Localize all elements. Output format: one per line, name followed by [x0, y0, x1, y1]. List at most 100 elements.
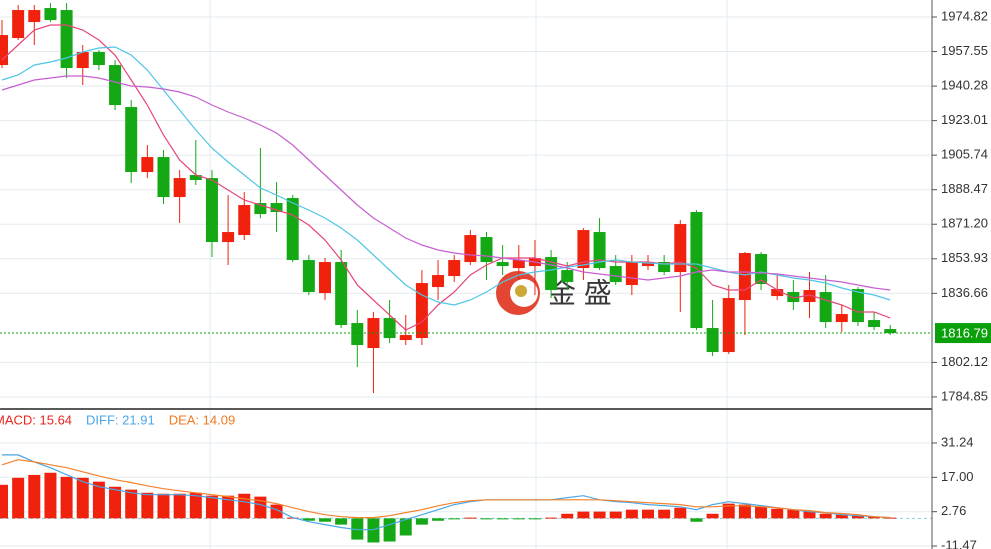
macd-bar	[577, 511, 590, 519]
candle-body	[625, 262, 638, 286]
y-tick-label: 1853.93	[941, 250, 988, 265]
current-price-box	[935, 323, 991, 344]
line-series	[2, 454, 891, 531]
candle-body	[464, 235, 477, 263]
candle-body	[577, 230, 590, 269]
candle-body	[383, 318, 396, 339]
macd-bar	[464, 517, 477, 519]
candle-body	[286, 198, 299, 261]
candle-body	[803, 290, 816, 303]
watermark: 金 盛	[496, 271, 612, 315]
y-tick-label: 2.76	[941, 503, 966, 518]
candle-body	[448, 260, 461, 277]
candle-body	[76, 52, 89, 69]
macd-bar	[480, 518, 493, 520]
macd-bar	[351, 518, 364, 540]
macd-bar	[432, 518, 445, 521]
macd-bar	[12, 477, 25, 519]
macd-bar	[367, 518, 380, 543]
macd-bar	[189, 492, 202, 519]
macd-bar	[238, 493, 251, 519]
macd-bar	[496, 518, 509, 520]
macd-bar	[819, 513, 832, 519]
macd-bar	[771, 508, 784, 519]
macd-bar	[28, 474, 41, 519]
macd-bar	[76, 477, 89, 519]
candle-body	[787, 292, 800, 303]
macd-bar	[868, 516, 881, 519]
y-tick-label: 31.24	[941, 434, 974, 449]
candle-body	[222, 232, 235, 243]
candle-body	[609, 266, 622, 283]
macd-bar	[157, 493, 170, 519]
y-tick-label: 1974.82	[941, 8, 988, 23]
macd-bar	[0, 484, 8, 519]
macd-bar	[125, 489, 138, 519]
candle-body	[141, 157, 154, 173]
macd-bar	[399, 518, 412, 536]
line-series	[1, 75, 891, 291]
macd-bar	[884, 517, 897, 519]
macd-bar	[755, 506, 768, 519]
candle-body	[706, 328, 719, 353]
macd-bar	[528, 518, 541, 520]
candle-body	[109, 65, 122, 106]
macd-bar	[512, 518, 525, 520]
candle-body	[28, 10, 41, 23]
macd-bar	[738, 504, 751, 519]
macd-bar	[302, 518, 315, 521]
y-tick-label: 1957.55	[941, 43, 988, 58]
marks-layer	[0, 3, 932, 543]
macd-bar	[609, 511, 622, 519]
macd-bar	[173, 493, 186, 519]
candle-body	[319, 262, 331, 294]
macd-bar	[690, 518, 703, 522]
candle-body	[561, 270, 574, 283]
legend-entry: DIFF: 21.91	[86, 412, 155, 427]
macd-bar	[319, 518, 331, 522]
candle-body	[302, 260, 315, 293]
macd-bar	[851, 515, 864, 519]
axis-layer: 1974.82 1957.55 1940.28 1923.01 1905.74 1888.…	[0, 8, 991, 549]
grid-layer	[0, 16, 932, 547]
y-tick-label: 1905.74	[941, 147, 988, 162]
watermark-text: 金 盛	[548, 277, 612, 308]
macd-bar	[141, 492, 154, 519]
macd-bar	[658, 509, 671, 519]
y-tick-label: 1784.85	[941, 388, 988, 403]
candle-body	[884, 329, 897, 334]
macd-bar	[561, 513, 574, 519]
candle-body	[755, 254, 768, 285]
candle-body	[205, 178, 218, 243]
y-tick-label: 1940.28	[941, 78, 988, 93]
macd-bar	[92, 481, 105, 519]
candle-body	[593, 232, 606, 269]
macd-bar	[593, 511, 606, 519]
y-tick-label: 17.00	[941, 469, 974, 484]
candle-body	[254, 203, 267, 215]
candle-body	[399, 335, 412, 341]
current-price-label: 1816.79	[941, 325, 988, 340]
candle-body	[512, 260, 525, 269]
y-tick-label: 1871.20	[941, 216, 988, 231]
candle-body	[44, 8, 57, 21]
macd-bar	[254, 496, 267, 519]
macd-bar	[674, 507, 687, 519]
macd-bar	[642, 509, 654, 519]
candle-body	[868, 320, 881, 328]
candle-body	[335, 262, 348, 326]
candle-body	[92, 52, 105, 66]
candle-body	[415, 283, 428, 339]
line-series	[1, 46, 891, 306]
logo	[515, 285, 527, 297]
line-series	[1, 24, 891, 331]
macd-bar	[803, 510, 816, 519]
candle-body	[157, 157, 170, 198]
candle-body	[0, 35, 8, 66]
candle-body	[189, 175, 202, 181]
candle-body	[270, 203, 283, 213]
candle-body	[173, 178, 186, 198]
candle-body	[819, 292, 832, 323]
y-tick-label: 1888.47	[941, 181, 988, 196]
